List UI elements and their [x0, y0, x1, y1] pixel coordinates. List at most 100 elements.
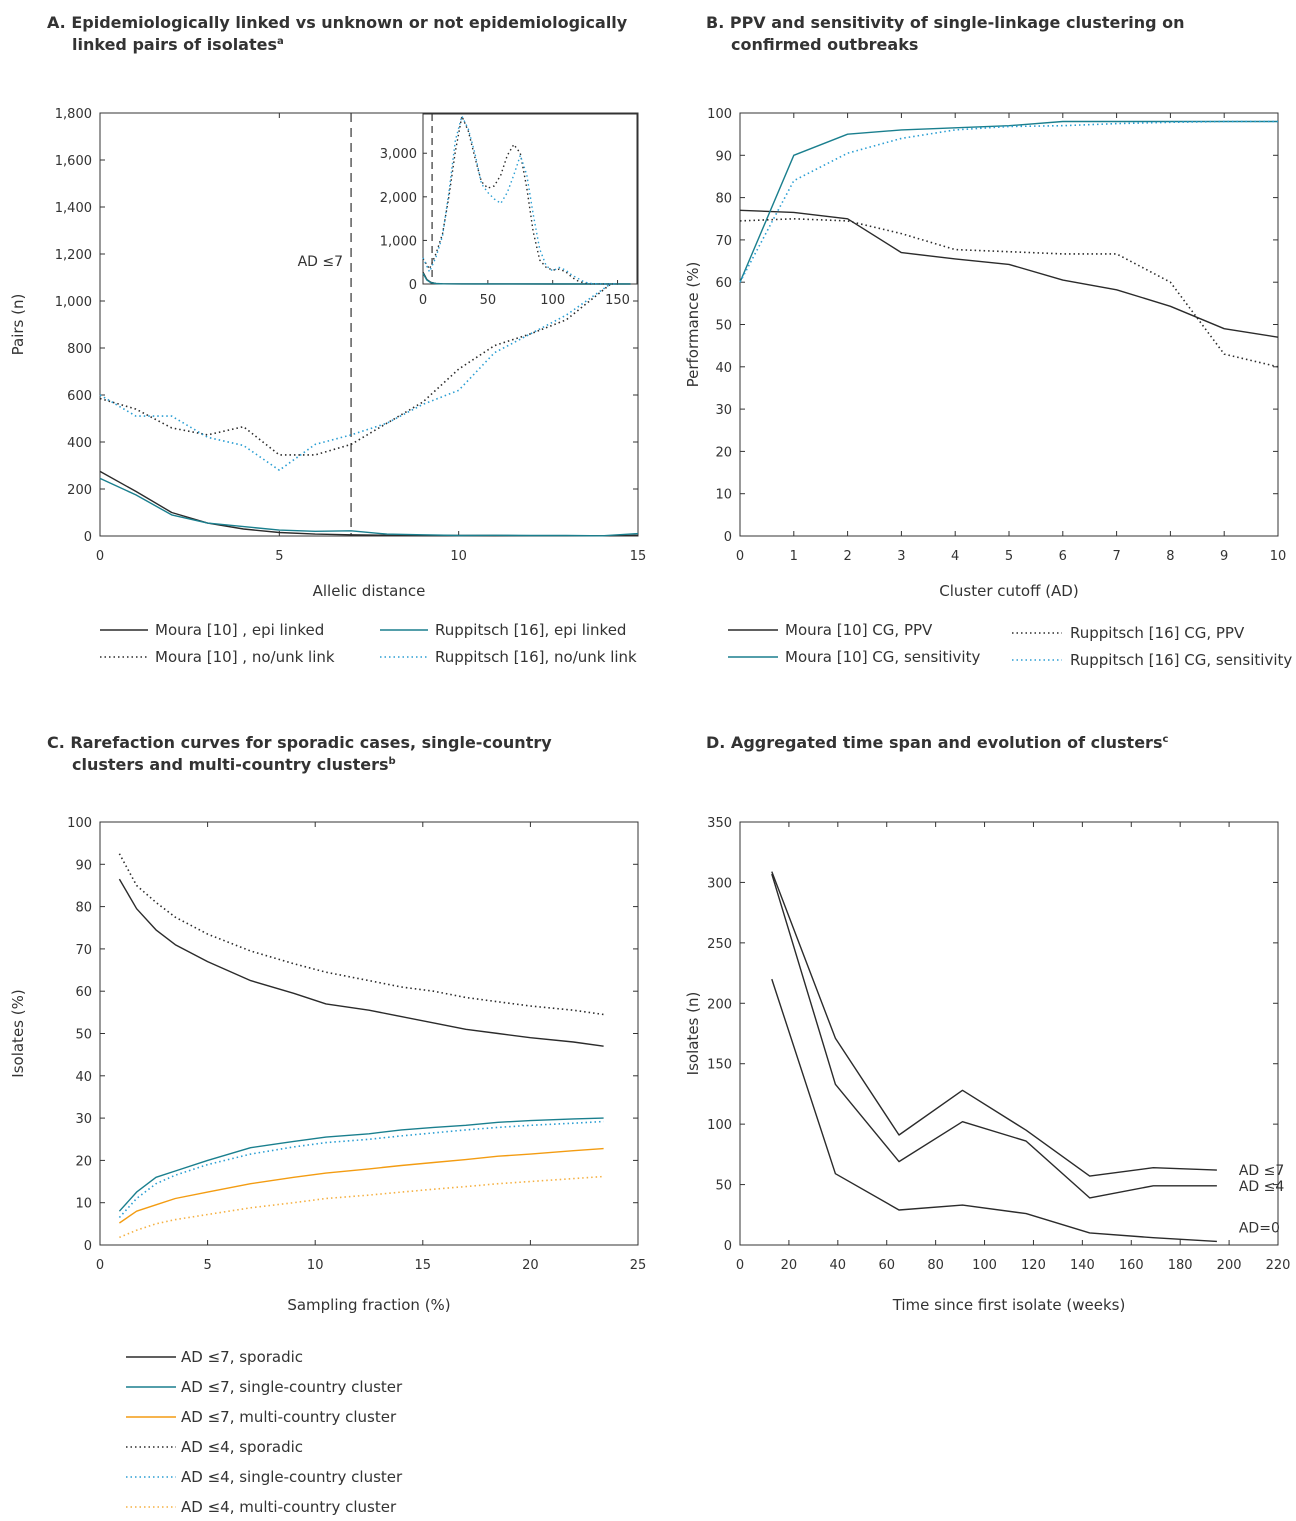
x-tick-label: 15 [630, 549, 647, 564]
x-tick-label: 3 [897, 549, 905, 564]
legend-label: Moura [10] CG, sensitivity [785, 648, 980, 666]
legend-item: Ruppitsch [16], epi linked [380, 621, 626, 639]
inset-y-tick-label: 0 [409, 278, 417, 293]
y-tick-label: 0 [724, 1239, 732, 1254]
x-tick-label: 0 [96, 549, 104, 564]
x-tick-label: 60 [878, 1258, 895, 1273]
chart-title: A. Epidemiologically linked vs unknown o… [47, 13, 628, 32]
y-tick-label: 100 [67, 816, 92, 831]
legend-item: Ruppitsch [16] CG, PPV [1012, 624, 1245, 642]
x-tick-label: 6 [1059, 549, 1067, 564]
x-tick-label: 4 [951, 549, 959, 564]
panel-a: A. Epidemiologically linked vs unknown o… [9, 13, 646, 600]
series-line-3 [771, 978, 1217, 1243]
chart-title: C. Rarefaction curves for sporadic cases… [47, 733, 552, 752]
series-line-1 [739, 209, 1279, 338]
legend-item: Moura [10] , no/unk link [100, 648, 335, 666]
legend-label: Ruppitsch [16] CG, PPV [1070, 624, 1245, 642]
y-tick-label: 60 [75, 985, 92, 1000]
series-end-label: AD ≤7 [1239, 1163, 1284, 1179]
y-tick-label: 1,000 [55, 295, 92, 310]
legend-label: Moura [10] , no/unk link [155, 648, 335, 666]
legend-item: Moura [10] CG, sensitivity [728, 648, 980, 666]
y-tick-label: 90 [715, 149, 732, 164]
y-tick-label: 400 [67, 436, 92, 451]
y-tick-label: 300 [707, 876, 732, 891]
x-tick-label: 9 [1220, 549, 1228, 564]
legend-label: AD ≤7, sporadic [181, 1348, 303, 1366]
x-tick-label: 20 [781, 1258, 798, 1273]
y-axis-label: Pairs (n) [9, 294, 27, 356]
x-tick-label: 10 [1270, 549, 1287, 564]
legend-item: AD ≤4, sporadic [126, 1438, 303, 1456]
legend-label: AD ≤7, single-country cluster [181, 1378, 403, 1396]
chart-title: D. Aggregated time span and evolution of… [706, 733, 1168, 752]
y-tick-label: 30 [75, 1112, 92, 1127]
x-tick-label: 2 [843, 549, 851, 564]
y-tick-label: 600 [67, 389, 92, 404]
y-tick-label: 250 [707, 937, 732, 952]
x-tick-label: 20 [522, 1258, 539, 1273]
y-tick-label: 20 [715, 445, 732, 460]
y-tick-label: 50 [715, 319, 732, 334]
legend-item: AD ≤7, single-country cluster [126, 1378, 403, 1396]
x-tick-label: 220 [1266, 1258, 1291, 1273]
y-tick-label: 50 [715, 1179, 732, 1194]
x-tick-label: 0 [736, 1258, 744, 1273]
y-tick-label: 50 [75, 1028, 92, 1043]
series-line-1 [771, 871, 1217, 1177]
legend-label: AD ≤4, multi-country cluster [181, 1498, 397, 1516]
y-tick-label: 1,600 [55, 154, 92, 169]
chart-title-text: D. Aggregated time span and evolution of… [706, 733, 1162, 752]
inset-x-tick-label: 50 [480, 293, 497, 308]
series-line-3 [739, 218, 1279, 368]
x-tick-label: 7 [1112, 549, 1120, 564]
chart-title: B. PPV and sensitivity of single-linkage… [706, 13, 1185, 32]
legend-item: Ruppitsch [16], no/unk link [380, 648, 637, 666]
chart-title-text: confirmed outbreaks [731, 35, 918, 54]
x-axis-label: Allelic distance [313, 582, 426, 600]
series-line-2 [771, 873, 1217, 1199]
series-end-label: AD ≤4 [1239, 1179, 1285, 1195]
y-tick-label: 350 [707, 816, 732, 831]
series-line-4 [739, 120, 1278, 283]
y-tick-label: 0 [724, 530, 732, 545]
y-tick-label: 100 [707, 107, 732, 122]
x-tick-label: 140 [1070, 1258, 1095, 1273]
y-axis-label: Isolates (n) [684, 992, 702, 1076]
chart-title-footnote: a [277, 36, 284, 47]
x-tick-label: 120 [1021, 1258, 1046, 1273]
x-tick-label: 1 [790, 549, 798, 564]
series-line-4 [99, 281, 614, 472]
y-tick-label: 1,800 [55, 107, 92, 122]
inset-x-tick-label: 150 [605, 293, 630, 308]
x-tick-label: 5 [203, 1258, 211, 1273]
x-tick-label: 80 [927, 1258, 944, 1273]
legend-label: Moura [10] , epi linked [155, 621, 324, 639]
legend-label: AD ≤4, single-country cluster [181, 1468, 403, 1486]
inset-x-tick-label: 100 [540, 293, 565, 308]
legend-label: Ruppitsch [16], no/unk link [435, 648, 637, 666]
y-tick-label: 200 [67, 483, 92, 498]
y-tick-label: 80 [75, 901, 92, 916]
chart-title-line2: linked pairs of isolatesa [72, 35, 284, 54]
series-line-3 [119, 1147, 604, 1224]
y-tick-label: 800 [67, 342, 92, 357]
x-tick-label: 5 [1005, 549, 1013, 564]
legend-label: Ruppitsch [16] CG, sensitivity [1070, 651, 1292, 669]
y-tick-label: 90 [75, 858, 92, 873]
series-line-3 [99, 281, 614, 456]
inset-x-tick-label: 0 [419, 293, 427, 308]
y-tick-label: 40 [75, 1070, 92, 1085]
panel-d: D. Aggregated time span and evolution of… [684, 733, 1290, 1314]
y-tick-label: 60 [715, 276, 732, 291]
y-axis-label: Isolates (%) [9, 989, 27, 1077]
x-axis-label: Cluster cutoff (AD) [939, 582, 1078, 600]
legend-item: Moura [10] , epi linked [100, 621, 324, 639]
x-tick-label: 10 [450, 549, 467, 564]
chart-title-footnote: c [1162, 734, 1168, 745]
panel-b: B. PPV and sensitivity of single-linkage… [684, 13, 1286, 600]
plot-frame [739, 112, 1279, 537]
inset-y-tick-label: 2,000 [380, 191, 417, 206]
